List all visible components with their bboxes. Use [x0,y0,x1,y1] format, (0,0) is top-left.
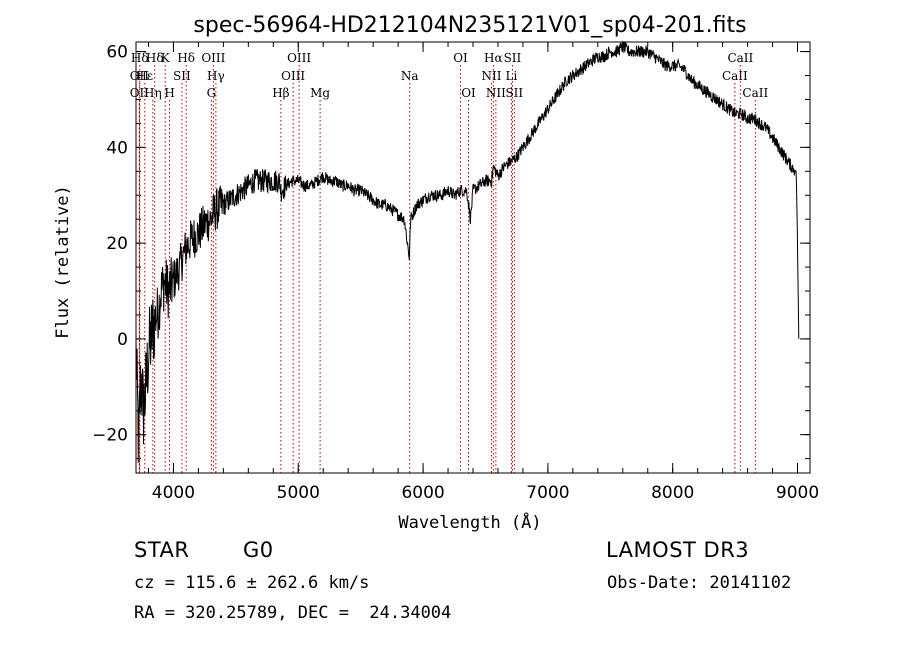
redshift-cz: cz = 115.6 ± 262.6 km/s [134,573,370,593]
spectral-line-label: OIII [287,51,311,65]
x-tick-label: 7000 [526,483,569,503]
spectral-line-label: OII [130,69,150,83]
x-tick-label: 9000 [776,483,819,503]
spectral-line-label: OI [453,51,468,65]
spectral-line-label: G [207,86,217,100]
chart-title: spec-56964-HD212104N235121V01_sp04-201.f… [193,13,746,38]
spectral-line-label: NII [481,69,501,83]
plot-frame [135,41,811,474]
spectral-line-label: Na [401,69,419,83]
spectral-line-label: CaII [722,69,748,83]
spectral-line-label: Hγ [207,69,225,83]
spectral-line-label: K [161,51,171,65]
y-tick-label: 60 [106,43,128,63]
spectral-line-label: SII [504,51,522,65]
y-axis-label: Flux (relative) [53,185,73,339]
x-tick-label: 4000 [152,483,195,503]
spectral-line-label: OIII [281,69,305,83]
spectral-line-label: OIII [201,51,225,65]
y-tick-label: 0 [117,330,128,350]
spectral-line-label: Hε [136,69,153,83]
spectral-line-label: Hα [484,51,503,65]
spectral-line-label: Mg [310,86,330,100]
survey-name: LAMOST DR3 [606,538,750,562]
spectral-line-label: SII [505,86,523,100]
x-tick-label: 6000 [401,483,444,503]
spectral-line-label: CaII [727,51,753,65]
flux-series-line [135,40,800,463]
x-axis-label: Wavelength (Å) [398,511,541,533]
spectral-line-label: H [164,86,174,100]
spectral-line-label: Hβ [272,86,289,100]
spectral-line-label: NII [486,86,506,100]
x-tick-label: 5000 [277,483,320,503]
spectral-line-label: Hδ [177,51,195,65]
spectral-line-label: SII [173,69,191,83]
y-tick-label: −20 [92,426,128,446]
spectral-line-label: CaII [742,86,768,100]
spectral-line-label: Hη [144,86,162,100]
ra-dec: RA = 320.25789, DEC = 24.34004 [134,603,452,623]
obs-date: Obs-Date: 20141102 [607,573,792,593]
object-subclass: G0 [243,538,274,562]
spectral-line-label: Hδ [146,51,164,65]
y-tick-label: 40 [106,138,128,158]
x-tick-label: 8000 [651,483,694,503]
object-class: STAR [134,538,190,562]
spectral-line-label: Li [506,69,518,83]
spectral-line-label: OI [461,86,476,100]
spectral-line-label: Hδ [131,51,149,65]
y-tick-label: 20 [106,234,128,254]
